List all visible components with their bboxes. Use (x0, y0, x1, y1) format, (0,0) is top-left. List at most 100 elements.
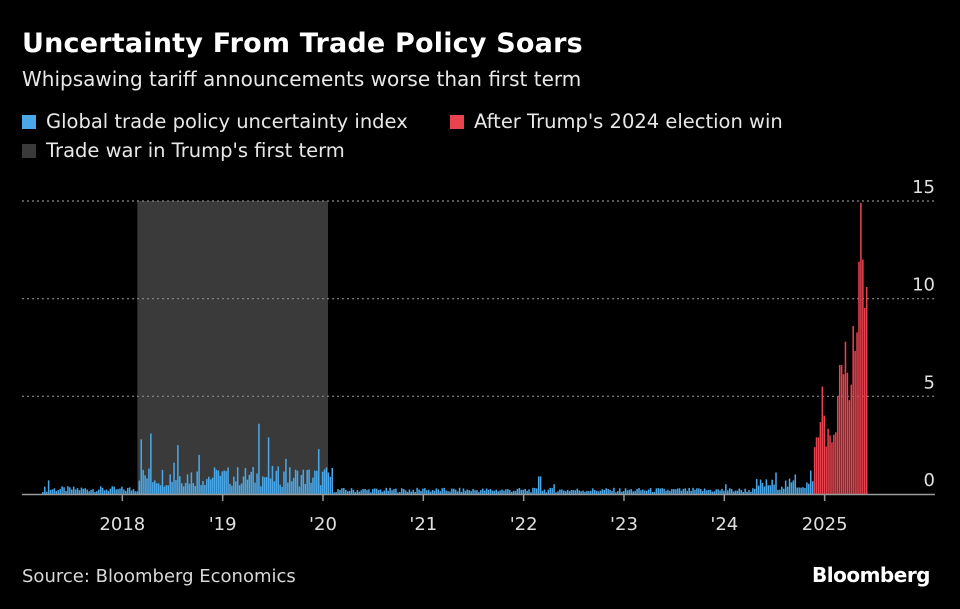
bar-index (655, 488, 658, 494)
bar-index (287, 482, 289, 494)
bar-index (285, 458, 287, 494)
bar-index (221, 471, 224, 494)
bar-index (628, 489, 631, 494)
bar-index (451, 488, 453, 494)
bar-index (273, 481, 276, 494)
bar-index (682, 488, 685, 494)
bar-post-election (863, 308, 866, 494)
bar-index (271, 465, 274, 494)
bar-index (352, 489, 355, 494)
bar-index (138, 480, 141, 494)
bar-index (624, 488, 627, 494)
bar-index (734, 490, 737, 494)
bar-index (634, 490, 636, 494)
bar-index (356, 490, 359, 494)
bar-post-election (829, 435, 831, 494)
bar-index (140, 439, 142, 494)
bar-index (794, 474, 797, 494)
bar-index (443, 487, 445, 494)
bar-index (651, 491, 654, 494)
bar-index (296, 470, 299, 494)
bar-index (688, 487, 690, 494)
bar-index (468, 490, 470, 494)
bar-index (701, 491, 704, 494)
bar-index (61, 486, 63, 494)
bar-index (535, 488, 538, 494)
bar-index (615, 492, 617, 494)
bar-index (437, 489, 440, 494)
bar-index (153, 480, 156, 494)
bar-index (503, 490, 505, 494)
bar-index (103, 490, 106, 494)
bar-index (603, 490, 606, 494)
bar-post-election (858, 261, 860, 494)
bar-index (238, 485, 241, 494)
bar-index (192, 483, 195, 494)
bar-index (576, 488, 579, 494)
bar-index (383, 490, 386, 494)
bar-index (235, 481, 237, 494)
bar-index (754, 488, 756, 494)
bar-index (84, 488, 87, 494)
bar-post-election (823, 415, 826, 494)
bar-index (240, 483, 243, 494)
chart-title: Uncertainty From Trade Policy Soars (22, 28, 583, 59)
bar-index (343, 487, 345, 494)
bar-index (591, 488, 594, 494)
bar-index (790, 482, 793, 494)
bar-index (449, 491, 451, 494)
bar-index (63, 487, 65, 494)
bar-index (225, 471, 227, 494)
bar-index (391, 490, 393, 494)
bar-index (179, 476, 181, 494)
bar-index (582, 490, 584, 494)
bar-index (549, 487, 552, 494)
bar-index (485, 488, 488, 494)
bar-index (427, 489, 430, 494)
bar-index (761, 482, 764, 494)
bar-index (173, 462, 175, 494)
bar-index (626, 490, 629, 494)
bar-index (711, 491, 714, 494)
bar-index (317, 449, 320, 494)
bar-index (186, 474, 189, 494)
bar-index (337, 489, 339, 494)
bar-index (605, 488, 607, 494)
bar-index (518, 488, 521, 494)
bar-index (300, 474, 303, 494)
bar-index (206, 479, 208, 494)
bar-index (184, 482, 187, 494)
bar-index (750, 491, 752, 494)
bar-index (657, 488, 660, 494)
bar-index (526, 490, 528, 494)
bar-index (740, 490, 743, 494)
bar-index (115, 489, 117, 494)
bar-index (464, 490, 467, 494)
bar-index (159, 485, 162, 494)
bar-index (769, 485, 771, 494)
bar-index (283, 471, 285, 494)
source-note: Source: Bloomberg Economics (22, 566, 296, 587)
bar-index (269, 478, 272, 494)
bar-index (435, 488, 438, 494)
bar-index (424, 488, 426, 494)
bar-index (400, 488, 403, 494)
bar-index (242, 476, 245, 494)
bar-index (661, 488, 663, 494)
bar-index (796, 487, 798, 494)
bar-index (281, 486, 283, 494)
bar-index (246, 479, 249, 494)
bar-index (308, 469, 310, 494)
bar-index (489, 489, 492, 494)
bar-index (730, 488, 733, 494)
bar-post-election (844, 341, 847, 494)
bar-index (798, 487, 800, 494)
bar-index (497, 491, 499, 494)
bar-index (98, 489, 100, 494)
legend-label-trade-war: Trade war in Trump's first term (46, 139, 345, 162)
bar-index (335, 492, 337, 494)
bar-post-election (819, 422, 822, 494)
x-tick-label-7: 2025 (802, 514, 848, 535)
bar-index (182, 486, 185, 494)
bar-index (736, 490, 739, 494)
